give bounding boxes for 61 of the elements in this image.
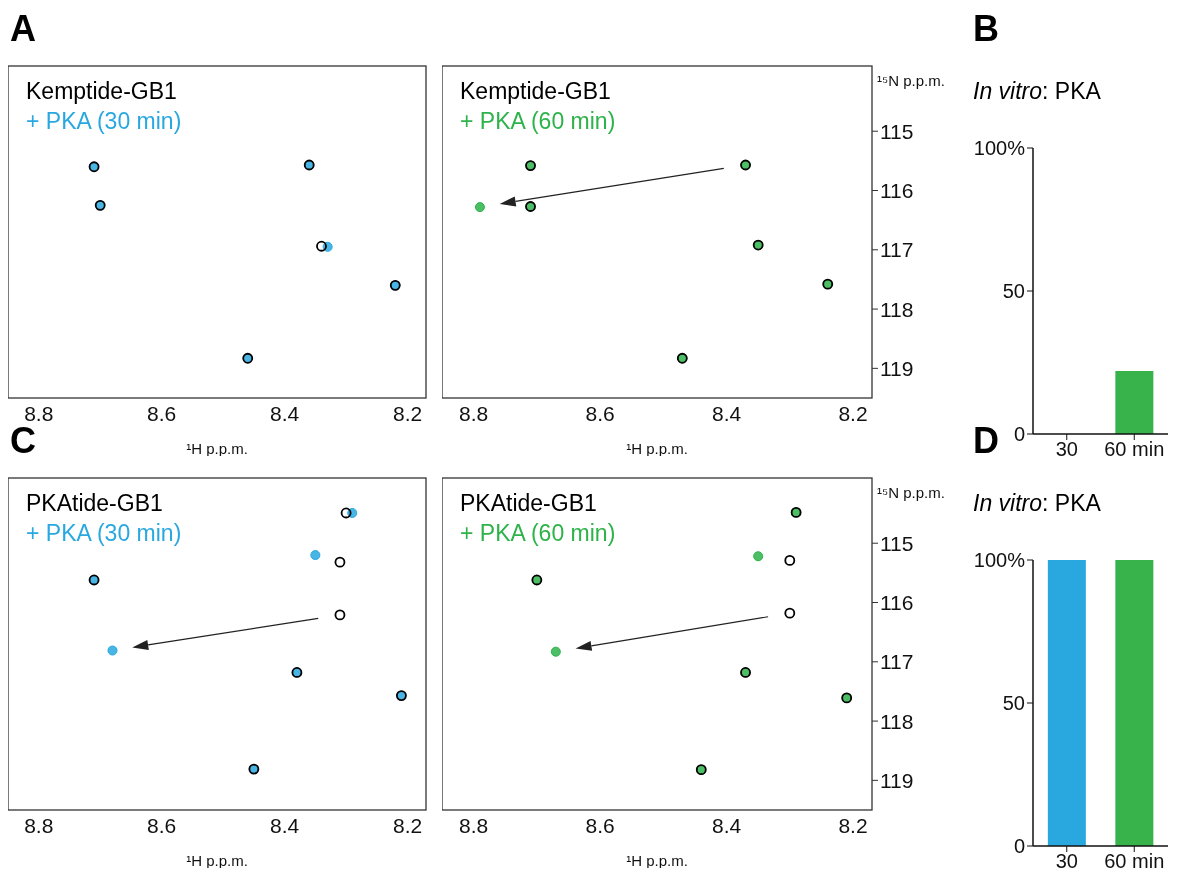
- series-label: + PKA (30 min): [26, 519, 182, 548]
- x-tick-label: 8.4: [270, 401, 300, 425]
- chart-title: In vitro: PKA: [973, 78, 1101, 105]
- x-tick-label: 8.4: [711, 813, 742, 837]
- y-tick-label: 100%: [973, 549, 1026, 572]
- point: [550, 646, 561, 657]
- point: [316, 240, 327, 252]
- x-tick-label: 30: [1055, 850, 1078, 873]
- text: PKAtide-GB1: [26, 489, 164, 518]
- text: B: [973, 8, 999, 50]
- y-tick-label: 100%: [973, 137, 1026, 160]
- x-tick-label: 60 min: [1104, 850, 1165, 873]
- x-tick-label: 8.8: [459, 401, 489, 425]
- point: [334, 556, 346, 568]
- x-tick-label: 8.8: [459, 813, 489, 837]
- y-axis-title: ¹⁵N p.p.m.: [877, 484, 945, 501]
- y-tick-label: 50: [1002, 692, 1025, 715]
- x-tick-label: 8.4: [270, 813, 300, 837]
- series-label: + PKA (60 min): [460, 519, 616, 548]
- point: [784, 555, 796, 566]
- y-tick-label: 117: [880, 238, 914, 262]
- x-tick-label: 8.6: [585, 401, 615, 425]
- x-tick-label: 8.2: [392, 813, 423, 837]
- x-tick-label: 8.6: [585, 813, 615, 837]
- x-tick-label: 8.8: [24, 813, 54, 837]
- point: [784, 607, 796, 619]
- y-tick-label: 0: [1013, 835, 1025, 858]
- x-tick-label: 8.2: [838, 401, 868, 425]
- x-tick-label: 60 min: [1104, 438, 1165, 461]
- y-tick-label: 50: [1002, 280, 1025, 303]
- y-tick-label: 115: [880, 531, 914, 555]
- y-tick-label: 116: [880, 590, 914, 614]
- text: PKAtide-GB1: [460, 489, 598, 518]
- text: D: [973, 420, 999, 462]
- y-tick-label: 119: [880, 768, 914, 792]
- series-label: + PKA (30 min): [26, 107, 182, 136]
- series-label: + PKA (60 min): [460, 107, 616, 136]
- x-tick-label: 8.2: [838, 813, 868, 837]
- text: Kemptide-GB1: [460, 77, 612, 106]
- point: [107, 645, 118, 656]
- point: [334, 609, 346, 621]
- x-tick-label: 8.2: [392, 401, 423, 425]
- y-tick-label: 117: [880, 650, 914, 674]
- text: A: [10, 8, 36, 50]
- y-tick-label: 0: [1013, 423, 1025, 446]
- x-tick-label: 30: [1055, 438, 1078, 461]
- x-tick-label: 8.6: [147, 401, 177, 425]
- point: [340, 507, 352, 519]
- x-tick-label: 8.4: [711, 401, 742, 425]
- text: Kemptide-GB1: [26, 77, 178, 106]
- y-tick-label: 118: [880, 297, 914, 321]
- chart-title: In vitro: PKA: [973, 490, 1101, 517]
- y-tick-label: 115: [880, 119, 914, 143]
- point: [310, 550, 321, 561]
- y-tick-label: 116: [880, 178, 914, 202]
- point: [474, 202, 485, 213]
- y-tick-label: 118: [880, 709, 914, 733]
- y-tick-label: 119: [880, 356, 914, 380]
- x-tick-label: 8.6: [147, 813, 177, 837]
- y-axis-title: ¹⁵N p.p.m.: [877, 72, 945, 89]
- point: [753, 551, 764, 562]
